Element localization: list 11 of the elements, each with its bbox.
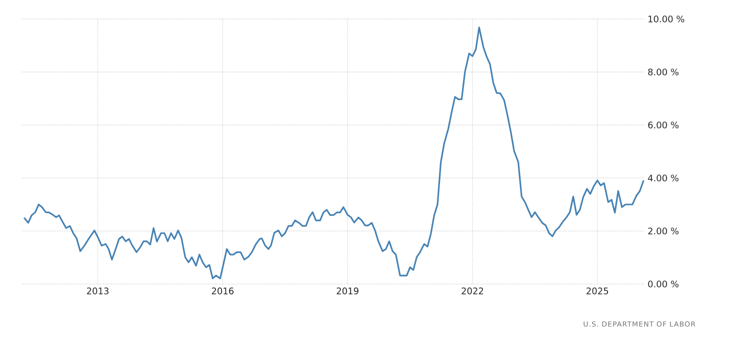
x-tick-label: 2022: [462, 288, 484, 294]
y-tick-label: 4.00 %: [648, 174, 678, 182]
y-tick-label: 6.00 %: [648, 122, 678, 128]
x-tick-label: 2025: [586, 288, 608, 294]
x-tick-label: 2016: [212, 288, 234, 294]
y-tick-label: 8.00 %: [648, 68, 678, 76]
x-tick-label: 2019: [336, 288, 358, 294]
x-tick-label: 2013: [86, 288, 108, 294]
y-tick-label: 10.00 %: [648, 16, 684, 22]
y-tick-label: 2.00 %: [648, 228, 678, 234]
y-tick-label: 0.00 %: [648, 280, 678, 288]
